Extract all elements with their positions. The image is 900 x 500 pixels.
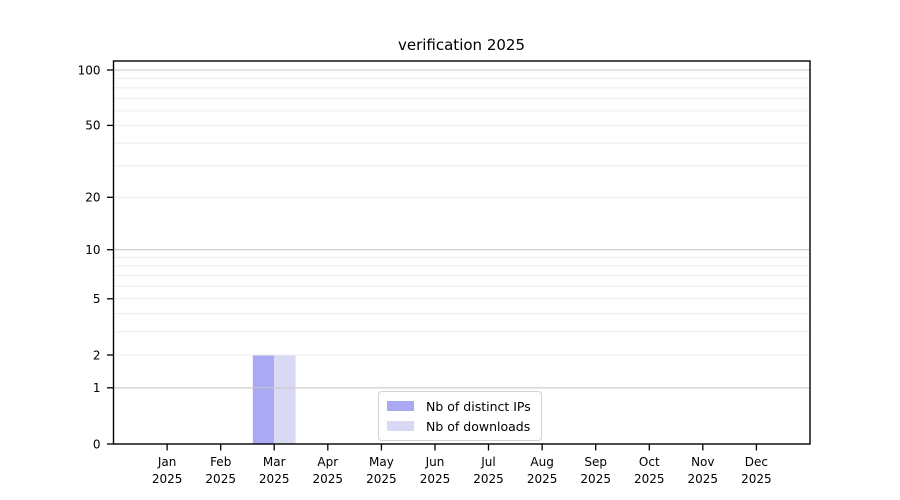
legend: Nb of distinct IPs Nb of downloads xyxy=(378,391,542,441)
x-tick-label-year: 2025 xyxy=(634,472,665,486)
gridlines xyxy=(113,69,810,389)
x-tick-label-month: Jan xyxy=(157,455,177,469)
x-axis: Jan 2025 Feb 2025 Mar 2025 Apr 2025 May 2025 Jun 20… xyxy=(152,444,772,486)
y-axis: 0 1 2 5 10 20 50 100 xyxy=(78,63,114,451)
x-tick-label-month: May xyxy=(369,455,394,469)
x-tick-label-month: Aug xyxy=(530,455,553,469)
x-tick-label-month: Feb xyxy=(210,455,231,469)
legend-label-distinct-ips: Nb of distinct IPs xyxy=(426,398,531,414)
y-tick-label: 1 xyxy=(93,381,101,395)
y-tick-label: 20 xyxy=(85,191,100,205)
legend-item-distinct-ips: Nb of distinct IPs xyxy=(387,398,531,414)
y-tick-label: 0 xyxy=(93,437,101,451)
x-tick-label-year: 2025 xyxy=(420,472,451,486)
x-tick-label-month: Oct xyxy=(639,455,660,469)
x-tick-label-month: Nov xyxy=(691,455,714,469)
x-tick-label-month: Jul xyxy=(480,455,495,469)
legend-item-downloads: Nb of downloads xyxy=(387,418,531,434)
x-tick-label-year: 2025 xyxy=(205,472,236,486)
legend-label-downloads: Nb of downloads xyxy=(426,418,531,434)
x-tick-label-month: Apr xyxy=(317,455,338,469)
x-tick-label-year: 2025 xyxy=(313,472,344,486)
y-tick-label: 2 xyxy=(93,348,101,362)
x-tick-label-year: 2025 xyxy=(580,472,611,486)
bars xyxy=(252,355,296,444)
legend-swatch-downloads xyxy=(387,421,414,431)
x-tick-label-year: 2025 xyxy=(741,472,772,486)
x-tick-label-year: 2025 xyxy=(688,472,719,486)
x-tick-label-month: Mar xyxy=(263,455,286,469)
x-tick-label-month: Dec xyxy=(745,455,768,469)
bar xyxy=(274,355,296,444)
y-tick-label: 50 xyxy=(85,119,100,133)
x-tick-label-year: 2025 xyxy=(152,472,183,486)
plot-border xyxy=(112,60,811,445)
y-tick-label: 10 xyxy=(85,243,100,257)
y-tick-label: 100 xyxy=(78,63,101,77)
y-tick-label: 5 xyxy=(93,292,101,306)
x-tick-label-year: 2025 xyxy=(473,472,504,486)
x-tick-label-year: 2025 xyxy=(527,472,558,486)
x-tick-label-month: Sep xyxy=(584,455,607,469)
x-tick-label-month: Jun xyxy=(425,455,445,469)
legend-swatch-distinct-ips xyxy=(387,401,414,411)
x-tick-label-year: 2025 xyxy=(366,472,397,486)
bar xyxy=(252,355,275,444)
x-tick-label-year: 2025 xyxy=(259,472,290,486)
